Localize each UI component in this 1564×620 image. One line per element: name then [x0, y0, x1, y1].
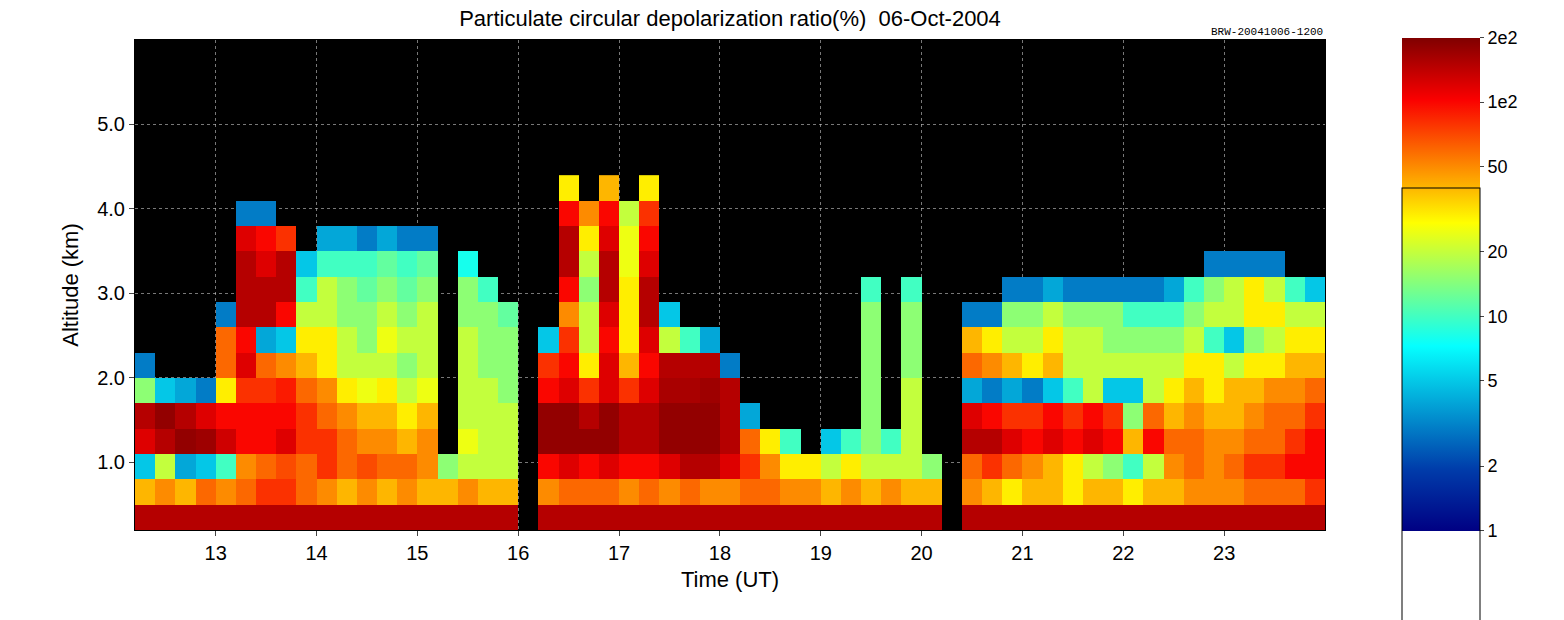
svg-text:3.0: 3.0: [97, 282, 125, 304]
svg-text:2.0: 2.0: [97, 367, 125, 389]
svg-text:18: 18: [709, 542, 731, 564]
svg-text:2e2: 2e2: [1488, 28, 1518, 48]
svg-text:10: 10: [1488, 307, 1508, 327]
svg-text:1e2: 1e2: [1488, 92, 1518, 112]
svg-text:1: 1: [1488, 521, 1498, 541]
svg-text:5.0: 5.0: [97, 113, 125, 135]
svg-text:13: 13: [205, 542, 227, 564]
svg-text:Altitude (km): Altitude (km): [58, 223, 83, 346]
svg-text:23: 23: [1213, 542, 1235, 564]
svg-text:21: 21: [1011, 542, 1033, 564]
svg-text:2: 2: [1488, 456, 1498, 476]
svg-text:16: 16: [507, 542, 529, 564]
svg-text:14: 14: [305, 542, 327, 564]
svg-text:20: 20: [910, 542, 932, 564]
svg-text:20: 20: [1488, 242, 1508, 262]
svg-text:50: 50: [1488, 157, 1508, 177]
svg-text:19: 19: [810, 542, 832, 564]
svg-text:17: 17: [608, 542, 630, 564]
svg-text:4.0: 4.0: [97, 198, 125, 220]
svg-text:Particulate circular depolariz: Particulate circular depolarization rati…: [459, 6, 1001, 31]
svg-text:5: 5: [1488, 371, 1498, 391]
svg-text:1.0: 1.0: [97, 451, 125, 473]
svg-text:BRW-20041006-1200: BRW-20041006-1200: [1211, 26, 1323, 38]
svg-text:15: 15: [406, 542, 428, 564]
svg-text:Time (UT): Time (UT): [681, 567, 779, 592]
svg-text:22: 22: [1112, 542, 1134, 564]
